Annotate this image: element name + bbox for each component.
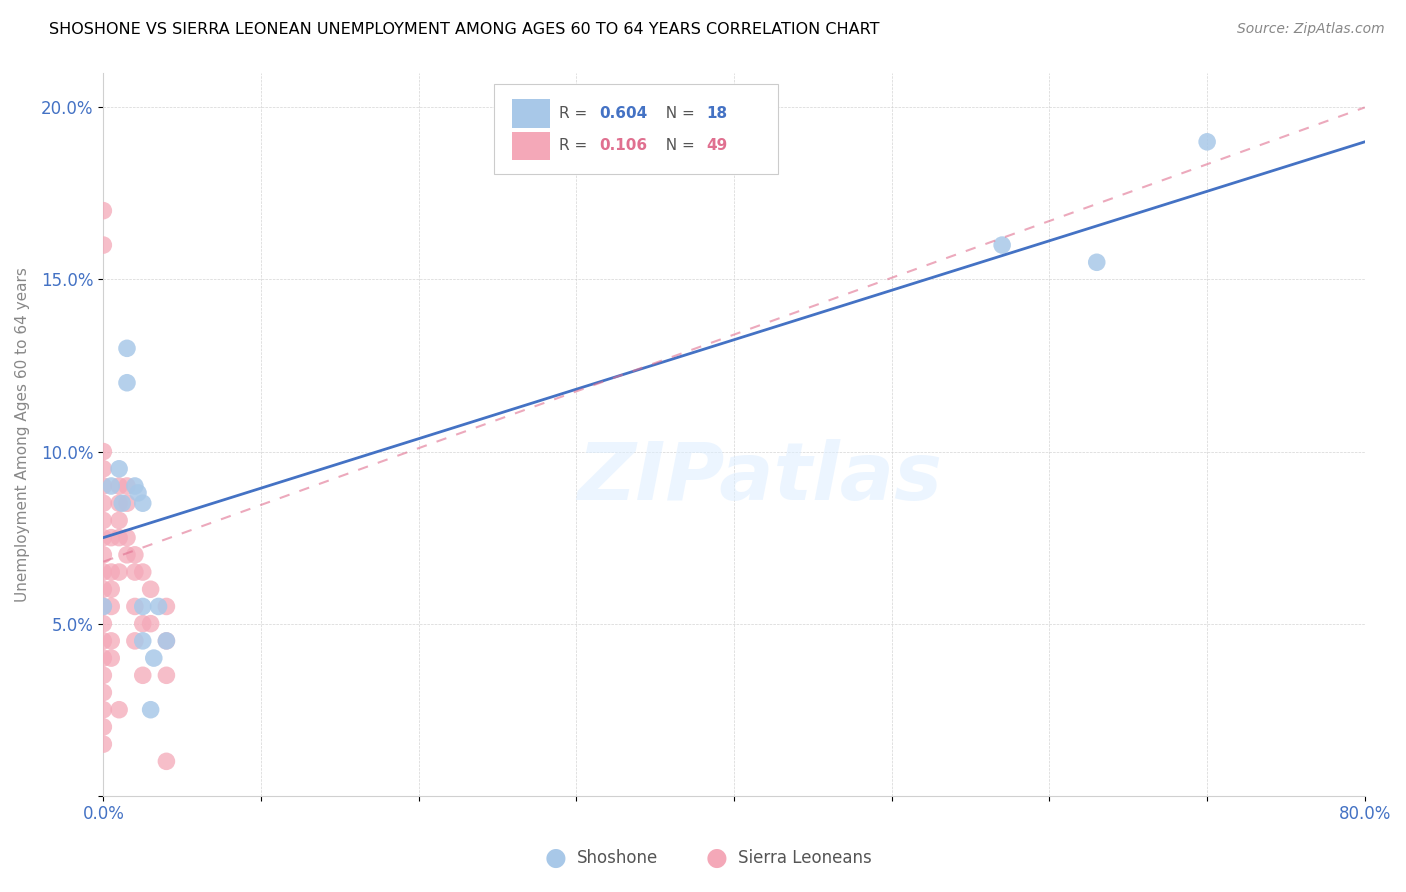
Point (111, 496, 134, 510)
Point (132, 668, 155, 682)
FancyBboxPatch shape (512, 131, 550, 161)
Text: N =: N = (655, 106, 700, 121)
Point (132, 633, 155, 648)
Point (132, 496, 155, 510)
Point (100, 582, 122, 597)
Point (124, 633, 146, 648)
Point (91, 444, 114, 458)
FancyBboxPatch shape (512, 99, 550, 128)
Point (124, 548, 146, 562)
Point (991, 238, 1014, 252)
Point (91, 651, 114, 665)
Text: R =: R = (558, 138, 592, 153)
Point (91, 633, 114, 648)
Point (91, 565, 114, 579)
Point (124, 599, 146, 614)
Point (115, 496, 138, 510)
Point (139, 616, 162, 631)
Point (91, 616, 114, 631)
Point (155, 668, 177, 682)
Text: 18: 18 (706, 106, 727, 121)
Point (108, 513, 131, 527)
Text: ●: ● (544, 847, 567, 870)
Y-axis label: Unemployment Among Ages 60 to 64 years: Unemployment Among Ages 60 to 64 years (15, 267, 30, 602)
Point (100, 633, 122, 648)
Point (132, 599, 155, 614)
Point (91, 531, 114, 545)
Point (108, 462, 131, 476)
Point (155, 633, 177, 648)
Text: Source: ZipAtlas.com: Source: ZipAtlas.com (1237, 22, 1385, 37)
Point (100, 599, 122, 614)
Point (91, 548, 114, 562)
Point (1085, 255, 1108, 269)
Point (124, 479, 146, 493)
Point (108, 479, 131, 493)
Point (127, 486, 149, 500)
Point (91, 496, 114, 510)
Text: Sierra Leoneans: Sierra Leoneans (738, 849, 872, 867)
Point (91, 685, 114, 699)
Point (108, 565, 131, 579)
Point (155, 633, 177, 648)
Point (115, 376, 138, 390)
Point (100, 565, 122, 579)
Text: ZIPatlas: ZIPatlas (576, 439, 942, 516)
Point (108, 496, 131, 510)
Point (91, 479, 114, 493)
Point (142, 651, 165, 665)
Text: ●: ● (706, 847, 728, 870)
Point (91, 238, 114, 252)
Point (91, 599, 114, 614)
Point (108, 531, 131, 545)
Point (91, 737, 114, 751)
Point (91, 668, 114, 682)
Point (148, 599, 170, 614)
Point (91, 720, 114, 734)
Point (155, 755, 177, 769)
Text: N =: N = (655, 138, 700, 153)
Point (91, 599, 114, 614)
Point (91, 703, 114, 717)
Point (139, 703, 162, 717)
Point (91, 582, 114, 597)
Point (115, 341, 138, 355)
Point (1197, 135, 1219, 149)
Point (108, 703, 131, 717)
Point (91, 203, 114, 218)
Point (115, 531, 138, 545)
Point (100, 651, 122, 665)
Text: 49: 49 (706, 138, 727, 153)
Text: 0.604: 0.604 (599, 106, 647, 121)
Text: Shoshone: Shoshone (576, 849, 658, 867)
Point (115, 479, 138, 493)
Point (155, 599, 177, 614)
Point (115, 548, 138, 562)
Text: R =: R = (558, 106, 592, 121)
Point (91, 513, 114, 527)
Point (100, 531, 122, 545)
Text: SHOSHONE VS SIERRA LEONEAN UNEMPLOYMENT AMONG AGES 60 TO 64 YEARS CORRELATION CH: SHOSHONE VS SIERRA LEONEAN UNEMPLOYMENT … (49, 22, 880, 37)
Point (139, 582, 162, 597)
Point (124, 565, 146, 579)
Point (91, 462, 114, 476)
Point (100, 479, 122, 493)
FancyBboxPatch shape (495, 84, 779, 174)
Text: 0.106: 0.106 (599, 138, 647, 153)
Point (132, 616, 155, 631)
Point (132, 565, 155, 579)
